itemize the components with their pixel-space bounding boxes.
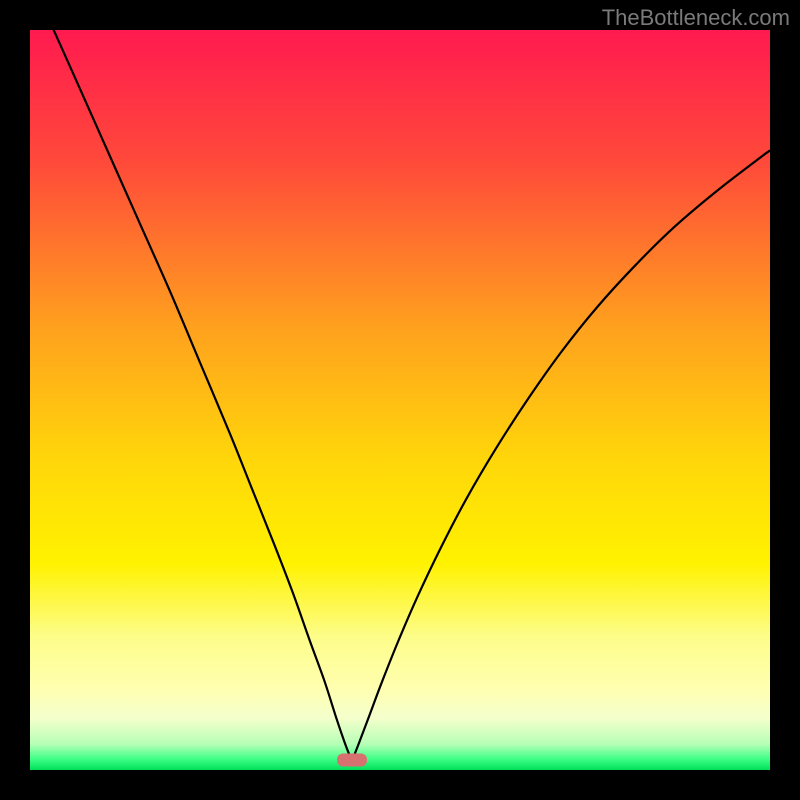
optimal-marker [337,754,367,767]
chart-frame: TheBottleneck.com [0,0,800,800]
plot-area [30,30,770,770]
watermark-text: TheBottleneck.com [602,5,790,31]
bottleneck-curve [30,30,770,770]
